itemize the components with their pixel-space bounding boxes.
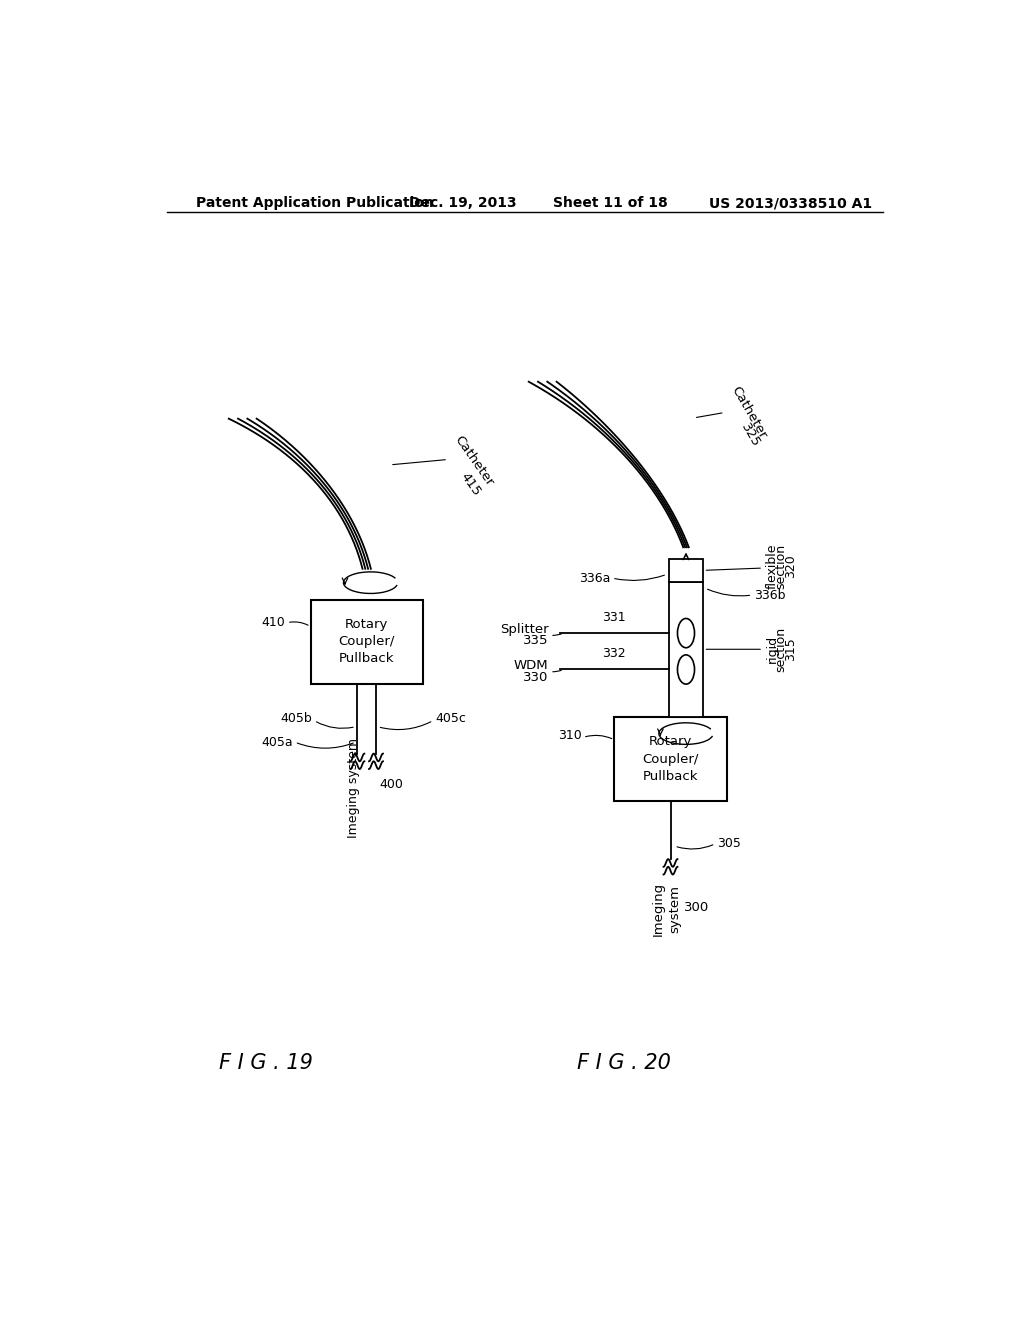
Text: Splitter: Splitter — [500, 623, 549, 636]
Text: 405a: 405a — [261, 735, 293, 748]
Text: Rotary
Coupler/
Pullback: Rotary Coupler/ Pullback — [642, 735, 698, 783]
Text: 315: 315 — [784, 638, 797, 661]
Text: 331: 331 — [602, 611, 626, 624]
Text: Imeging system: Imeging system — [347, 738, 360, 838]
Text: 335: 335 — [523, 635, 549, 647]
Ellipse shape — [678, 655, 694, 684]
Bar — [310, 599, 423, 684]
Text: WDM: WDM — [514, 659, 549, 672]
Text: 400: 400 — [380, 777, 403, 791]
Text: Dec. 19, 2013: Dec. 19, 2013 — [409, 197, 516, 210]
Text: Catheter: Catheter — [452, 433, 496, 488]
Text: Catheter: Catheter — [729, 384, 769, 441]
Text: 405c: 405c — [435, 713, 466, 726]
Text: 320: 320 — [784, 554, 797, 578]
Text: 405b: 405b — [281, 713, 312, 726]
Text: 310: 310 — [558, 730, 582, 742]
Text: section: section — [775, 627, 787, 672]
Text: F I G . 20: F I G . 20 — [578, 1053, 671, 1073]
Text: 415: 415 — [458, 470, 483, 498]
Text: Rotary
Coupler/
Pullback: Rotary Coupler/ Pullback — [339, 619, 395, 665]
Text: section: section — [775, 544, 787, 589]
Bar — [614, 717, 727, 801]
Text: Imeging
system: Imeging system — [652, 882, 681, 936]
Text: Patent Application Publication: Patent Application Publication — [197, 197, 434, 210]
Text: Sheet 11 of 18: Sheet 11 of 18 — [553, 197, 668, 210]
Text: 332: 332 — [602, 647, 626, 660]
Text: 336b: 336b — [754, 589, 785, 602]
Text: flexible: flexible — [765, 544, 778, 589]
Bar — [669, 582, 703, 717]
Text: 410: 410 — [261, 616, 286, 630]
Bar — [669, 558, 703, 582]
Text: US 2013/0338510 A1: US 2013/0338510 A1 — [710, 197, 872, 210]
Text: 336a: 336a — [579, 572, 610, 585]
Text: rigid: rigid — [765, 635, 778, 664]
Text: F I G . 19: F I G . 19 — [219, 1053, 313, 1073]
Ellipse shape — [678, 619, 694, 648]
Text: 330: 330 — [523, 671, 549, 684]
Text: 305: 305 — [717, 837, 741, 850]
Text: 325: 325 — [738, 421, 763, 450]
Text: 300: 300 — [684, 902, 710, 915]
